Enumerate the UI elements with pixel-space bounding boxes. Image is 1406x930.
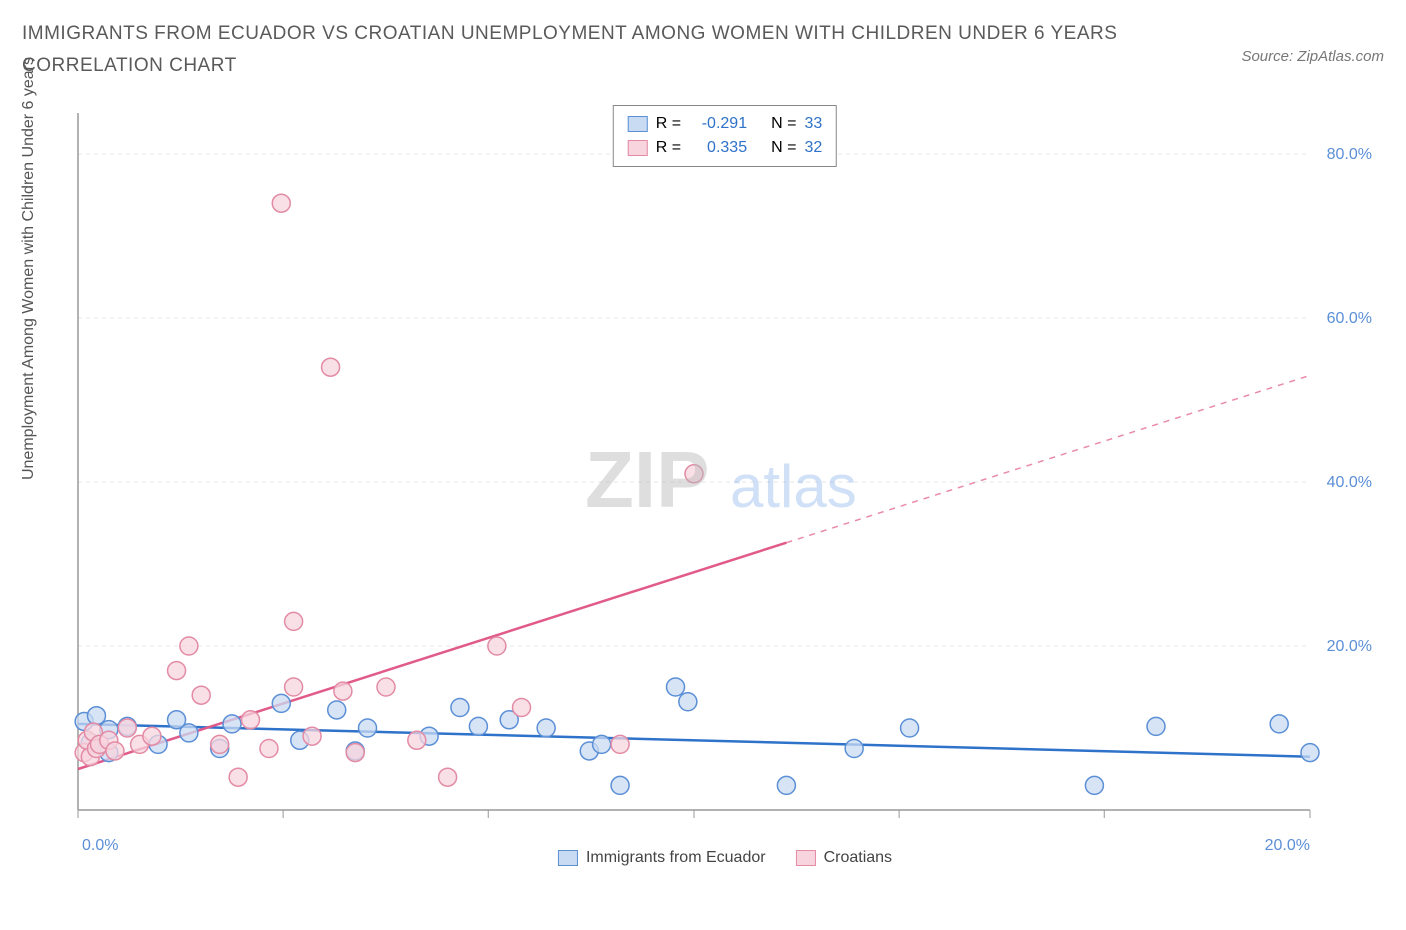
stat-value: 0.335: [689, 136, 747, 160]
swatch-icon: [796, 850, 816, 866]
stat-row: R = 0.335 N = 32: [628, 136, 822, 160]
bottom-legend: Immigrants from Ecuador Croatians: [558, 849, 892, 867]
svg-text:20.0%: 20.0%: [1327, 638, 1372, 655]
header: IMMIGRANTS FROM ECUADOR VS CROATIAN UNEM…: [0, 0, 1406, 83]
svg-text:20.0%: 20.0%: [1265, 837, 1310, 854]
svg-text:40.0%: 40.0%: [1327, 474, 1372, 491]
swatch-icon: [628, 116, 648, 132]
stat-label: R =: [656, 112, 681, 136]
stat-label: N =: [771, 112, 796, 136]
stat-value: 33: [804, 112, 822, 136]
chart-title: IMMIGRANTS FROM ECUADOR VS CROATIAN UNEM…: [22, 18, 1172, 83]
chart-area: 20.0%40.0%60.0%80.0%0.0%20.0% ZIP atlas …: [70, 105, 1380, 865]
correlation-stats-box: R = -0.291 N = 33 R = 0.335 N = 32: [613, 105, 837, 167]
scatter-chart: 20.0% 40.0% 60.0% 80.0% 0.0% 20.0%: [70, 105, 1380, 865]
svg-text:0.0%: 0.0%: [82, 837, 118, 854]
y-axis-label: Unemployment Among Women with Children U…: [20, 57, 38, 480]
legend-label: Immigrants from Ecuador: [586, 849, 766, 867]
stat-value: 32: [804, 136, 822, 160]
legend-item: Croatians: [796, 849, 892, 867]
stat-value: -0.291: [689, 112, 747, 136]
svg-text:80.0%: 80.0%: [1327, 146, 1372, 163]
legend-item: Immigrants from Ecuador: [558, 849, 766, 867]
swatch-icon: [628, 140, 648, 156]
source-label: Source: ZipAtlas.com: [1241, 18, 1384, 65]
stat-row: R = -0.291 N = 33: [628, 112, 822, 136]
stat-label: R =: [656, 136, 681, 160]
legend-label: Croatians: [824, 849, 892, 867]
stat-label: N =: [771, 136, 796, 160]
swatch-icon: [558, 850, 578, 866]
svg-text:60.0%: 60.0%: [1327, 310, 1372, 327]
